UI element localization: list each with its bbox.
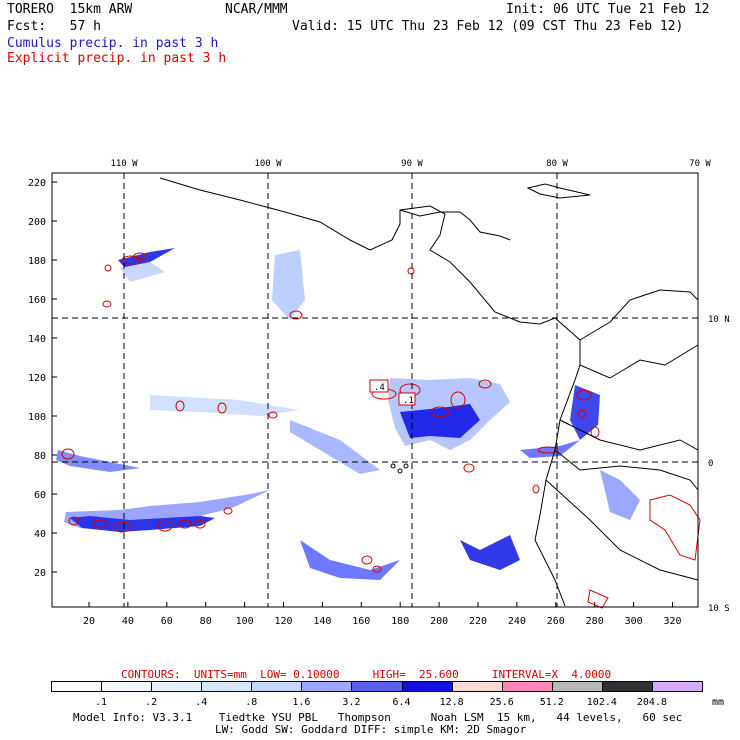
x-tick-160: 160 [352, 616, 370, 627]
colorbar-label: .4 [195, 697, 208, 708]
colorbar-label: 102.4 [586, 697, 617, 708]
colorbar-swatch [401, 681, 453, 692]
y-tick-180: 180 [28, 256, 46, 267]
x-tick-140: 140 [313, 616, 331, 627]
x-tick-20: 20 [83, 616, 95, 627]
colorbar-swatch [51, 681, 103, 692]
colorbar-swatch [201, 681, 253, 692]
value-box-1 [369, 379, 389, 393]
x-tick-60: 60 [161, 616, 173, 627]
explicit-legend: Explicit precip. in past 3 h [7, 51, 227, 66]
colorbar-swatch [351, 681, 403, 692]
physics-info: LW: Godd SW: Goddard DIFF: simple KM: 2D… [215, 723, 527, 736]
value-boxes: .4 .1 [369, 379, 416, 406]
colorbar-swatch [651, 681, 703, 692]
latitude-labels: 10 N 0 10 S [708, 315, 730, 614]
cumulus-precip-field [56, 248, 640, 580]
graticule [52, 173, 698, 607]
y-tick-200: 200 [28, 217, 46, 228]
model-info: Model Info: V3.3.1 Tiedtke YSU PBL Thomp… [73, 711, 683, 724]
colorbar-swatch [551, 681, 603, 692]
x-tick-260: 260 [547, 616, 565, 627]
lon-label-110w: 110 W [110, 159, 138, 169]
lat-label-0: 0 [708, 459, 713, 469]
x-tick-300: 300 [625, 616, 643, 627]
y-tick-100: 100 [28, 412, 46, 423]
y-tick-20: 20 [34, 568, 46, 579]
coastlines [159, 177, 699, 607]
colorbar-swatch [601, 681, 653, 692]
x-tick-280: 280 [586, 616, 604, 627]
init-time: Init: 06 UTC Tue 21 Feb 12 [506, 2, 710, 17]
colorbar-swatch [501, 681, 553, 692]
colorbar-label: 25.6 [489, 697, 514, 708]
lon-label-100w: 100 W [254, 159, 282, 169]
colorbar-swatch [101, 681, 153, 692]
org-label: NCAR/MMM [225, 2, 288, 17]
colorbar-label: 3.2 [342, 697, 361, 708]
map-frame [51, 172, 699, 608]
x-tick-320: 320 [663, 616, 681, 627]
lat-label-10s: 10 S [708, 604, 730, 614]
lat-label-10n: 10 N [708, 315, 730, 325]
valid-time: Valid: 15 UTC Thu 23 Feb 12 (09 CST Thu … [292, 19, 684, 34]
y-tick-60: 60 [34, 490, 46, 501]
x-grid-ticks: 20 40 60 80 100 120 140 160 180 200 220 240 260 280 30… [83, 602, 682, 627]
y-tick-80: 80 [34, 451, 46, 462]
colorbar-label: 12.8 [439, 697, 464, 708]
lon-label-80w: 80 W [546, 159, 568, 169]
x-tick-180: 180 [391, 616, 409, 627]
model-title: TORERO 15km ARW [7, 2, 133, 17]
colorbar-label: .2 [145, 697, 158, 708]
explicit-precip-contours [61, 252, 701, 609]
contours-info: CONTOURS: UNITS=mm LOW= 0.10000 HIGH= 25… [121, 668, 612, 681]
colorbar-label: 1.6 [292, 697, 311, 708]
y-tick-140: 140 [28, 334, 46, 345]
x-tick-40: 40 [122, 616, 134, 627]
x-tick-120: 120 [274, 616, 292, 627]
colorbar-label: .1 [95, 697, 108, 708]
colorbar-swatch [251, 681, 303, 692]
colorbar-swatch [451, 681, 503, 692]
cumulus-legend: Cumulus precip. in past 3 h [7, 36, 219, 51]
x-tick-240: 240 [508, 616, 526, 627]
forecast-hour: Fcst: 57 h [7, 19, 101, 34]
x-tick-200: 200 [430, 616, 448, 627]
longitude-labels: 110 W 100 W 90 W 80 W 70 W [110, 159, 711, 169]
x-tick-100: 100 [236, 616, 254, 627]
value-box-label-2: .1 [403, 396, 414, 406]
colorbar-swatch [151, 681, 203, 692]
colorbar-label: .8 [245, 697, 258, 708]
y-tick-220: 220 [28, 178, 46, 189]
x-tick-80: 80 [200, 616, 212, 627]
y-tick-40: 40 [34, 529, 46, 540]
y-tick-120: 120 [28, 373, 46, 384]
lon-label-70w: 70 W [689, 159, 711, 169]
lon-label-90w: 90 W [401, 159, 423, 169]
x-tick-220: 220 [469, 616, 487, 627]
y-grid-ticks: 220 200 180 160 140 120 100 80 60 40 20 [28, 178, 57, 579]
colorbar-label: 204.8 [636, 697, 667, 708]
colorbar-unit: mm [711, 697, 725, 708]
colorbar-label: 6.4 [392, 697, 411, 708]
value-box-2 [398, 392, 416, 406]
colorbar-swatch [301, 681, 353, 692]
y-tick-160: 160 [28, 295, 46, 306]
colorbar-label: 51.2 [539, 697, 564, 708]
value-box-label-1: .4 [374, 383, 385, 393]
